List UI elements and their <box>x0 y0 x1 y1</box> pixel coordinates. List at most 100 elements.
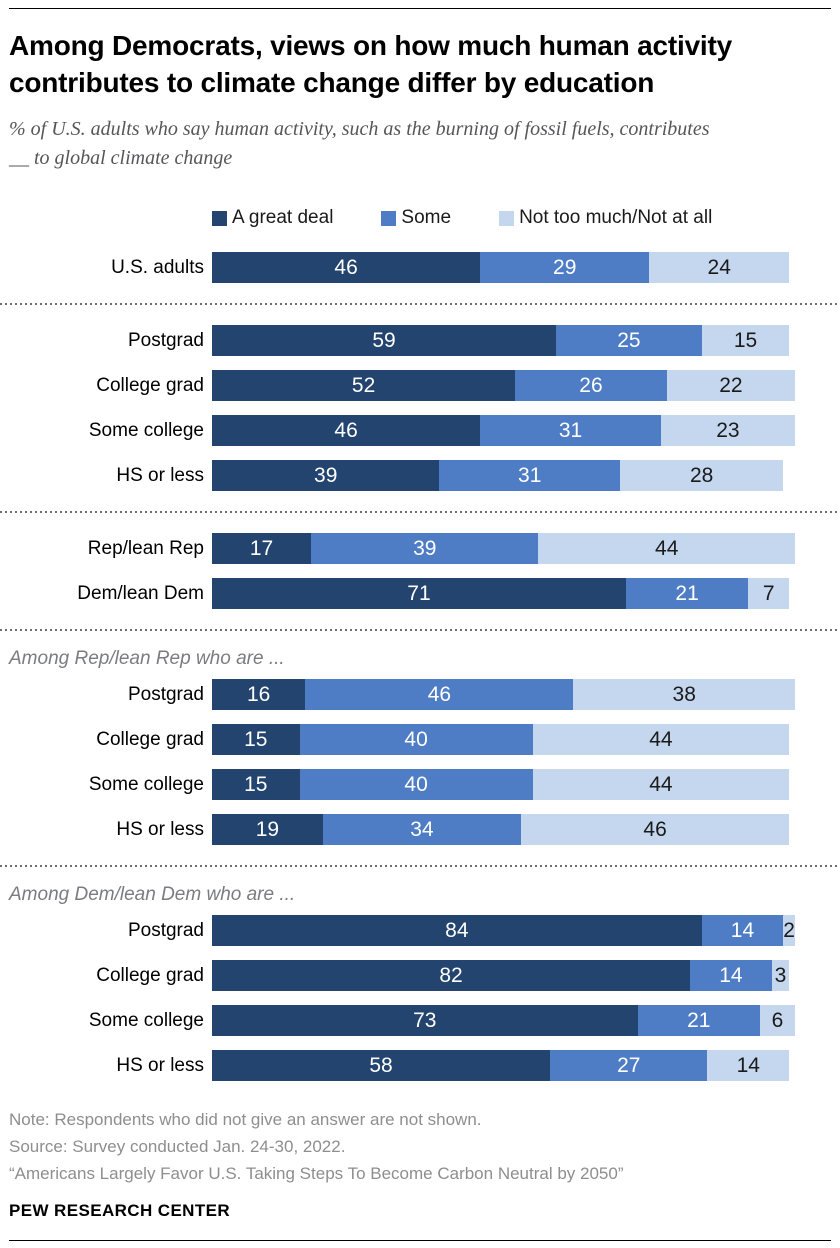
bar-segment: 52 <box>212 370 516 401</box>
legend-label: Some <box>401 207 452 228</box>
legend-swatch-dark-icon <box>212 210 227 226</box>
bar-segment: 2 <box>783 915 795 946</box>
bar-segment: 3 <box>771 960 790 991</box>
legend-item-some: Some <box>381 207 451 229</box>
bar-row-label: Some college <box>88 1009 204 1031</box>
stacked-bar: 17 39 44 <box>212 533 795 564</box>
bar-segment: 24 <box>649 252 790 283</box>
bar-segment: 46 <box>305 679 574 710</box>
bar-row-label: Dem/lean Dem <box>77 582 204 604</box>
bar-segment: 17 <box>212 533 312 564</box>
bar-segment: 21 <box>625 578 749 609</box>
stacked-bar: 52 26 22 <box>212 370 796 401</box>
bar-group: Postgrad 59 25 15 College grad 52 26 22 Some… <box>9 316 831 500</box>
bar-row: Rep/lean Rep 17 39 44 <box>9 526 831 571</box>
bar-row: Some college 73 21 6 <box>9 998 831 1043</box>
bar-segment: 23 <box>660 415 795 446</box>
bar-segment: 31 <box>480 415 661 446</box>
bar-segment: 31 <box>439 460 621 491</box>
bar-row: College grad 82 14 3 <box>9 953 831 998</box>
stacked-bar: 82 14 3 <box>212 960 790 991</box>
dotted-divider <box>0 629 840 631</box>
bar-segment: 44 <box>538 533 795 564</box>
stacked-bar: 39 31 28 <box>212 460 784 491</box>
bar-segment: 6 <box>759 1005 795 1036</box>
bar-row-label: College grad <box>96 728 204 750</box>
bar-row-label: HS or less <box>116 464 204 486</box>
bar-segment: 16 <box>212 679 306 710</box>
bar-row: Some college 15 40 44 <box>9 762 831 807</box>
chart: U.S. adults 46 29 24 Postgrad 59 25 15 Colle… <box>0 243 840 1090</box>
bar-segment: 28 <box>620 460 784 491</box>
bar-segment: 14 <box>690 960 772 991</box>
bar-segment: 58 <box>212 1050 551 1081</box>
legend-label: A great deal <box>232 207 334 228</box>
bar-row: College grad 15 40 44 <box>9 717 831 762</box>
note-line: Note: Respondents who did not give an an… <box>9 1110 482 1129</box>
bar-segment: 73 <box>212 1005 638 1036</box>
bar-segment: 84 <box>212 915 702 946</box>
stacked-bar: 16 46 38 <box>212 679 795 710</box>
bar-segment: 25 <box>556 325 702 356</box>
bar-segment: 38 <box>573 679 795 710</box>
bar-segment: 39 <box>311 533 539 564</box>
bar-group: Rep/lean Rep 17 39 44 Dem/lean Dem 71 21 7 <box>9 524 831 618</box>
bar-segment: 82 <box>212 960 691 991</box>
bar-segment: 14 <box>701 915 784 946</box>
bar-segment: 26 <box>515 370 667 401</box>
page-title: Among Democrats, views on how much human… <box>9 30 733 98</box>
bar-segment: 27 <box>550 1050 708 1081</box>
legend-swatch-medium-icon <box>381 210 397 226</box>
group-section-label: Among Dem/lean Dem who are ... <box>9 884 296 905</box>
stacked-bar: 19 34 46 <box>212 814 790 845</box>
bar-segment: 46 <box>520 814 790 845</box>
bar-row-label: HS or less <box>116 818 204 840</box>
stacked-bar: 59 25 15 <box>212 325 790 356</box>
group-section-label: Among Rep/lean Rep who are ... <box>9 648 285 669</box>
bar-segment: 46 <box>212 415 481 446</box>
report-title-line: “Americans Largely Favor U.S. Taking Ste… <box>9 1164 624 1183</box>
bar-row-label: Postgrad <box>127 919 204 941</box>
bar-row: HS or less 19 34 46 <box>9 807 831 852</box>
legend: A great deal Some Not too much/Not at al… <box>212 207 831 229</box>
bar-segment: 44 <box>532 769 790 800</box>
bar-segment: 34 <box>322 814 521 845</box>
bar-segment: 71 <box>212 578 626 609</box>
brand-pew-research-center: PEW RESEARCH CENTER <box>9 1201 231 1220</box>
bar-segment: 46 <box>212 252 481 283</box>
bar-segment: 22 <box>666 370 796 401</box>
bar-row: HS or less 58 27 14 <box>9 1043 831 1088</box>
bar-row: Dem/lean Dem 71 21 7 <box>9 571 831 616</box>
bar-row: Some college 46 31 23 <box>9 408 831 453</box>
bar-group: Among Rep/lean Rep who are ... Postgrad … <box>9 642 831 854</box>
top-rule <box>9 8 831 9</box>
stacked-bar: 71 21 7 <box>212 578 790 609</box>
bar-row-label: Postgrad <box>127 683 204 705</box>
bar-segment: 21 <box>637 1005 760 1036</box>
bottom-rule <box>9 1240 831 1241</box>
bar-group: U.S. adults 46 29 24 <box>9 243 831 292</box>
bar-segment: 15 <box>701 325 790 356</box>
bar-row: HS or less 39 31 28 <box>9 453 831 498</box>
dotted-divider <box>0 511 840 513</box>
bar-segment: 59 <box>212 325 556 356</box>
bar-segment: 19 <box>212 814 323 845</box>
source-line: Source: Survey conducted Jan. 24-30, 202… <box>9 1137 346 1156</box>
stacked-bar: 46 29 24 <box>212 252 790 283</box>
bar-row: College grad 52 26 22 <box>9 363 831 408</box>
stacked-bar: 15 40 44 <box>212 724 790 755</box>
stacked-bar: 84 14 2 <box>212 915 795 946</box>
bar-row: Postgrad 84 14 2 <box>9 908 831 953</box>
bar-segment: 29 <box>480 252 650 283</box>
legend-item-a-great-deal: A great deal <box>212 207 333 229</box>
bar-row-label: Some college <box>88 419 204 441</box>
bar-row: Postgrad 16 46 38 <box>9 672 831 717</box>
page-subtitle: % of U.S. adults who say human activity,… <box>9 118 710 169</box>
bar-row: Postgrad 59 25 15 <box>9 318 831 363</box>
bar-segment: 15 <box>212 769 300 800</box>
dotted-divider <box>0 865 840 867</box>
bar-row-label: HS or less <box>116 1054 204 1076</box>
footer-notes: Note: Respondents who did not give an an… <box>9 1106 831 1187</box>
stacked-bar: 73 21 6 <box>212 1005 795 1036</box>
